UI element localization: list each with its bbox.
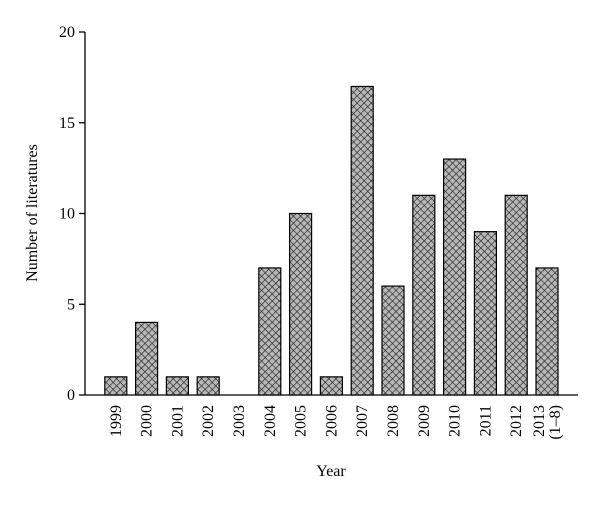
x-tick-label: 2000 [139,405,156,437]
y-tick-label: 10 [59,206,75,223]
x-tick-label: 2003 [231,405,248,437]
x-tick-label: 2013(1–8) [531,405,564,440]
bar [535,267,559,396]
y-axis-title: Number of literatures [24,144,41,282]
bar [289,212,313,396]
y-tick-label: 5 [67,296,75,313]
bar [381,285,405,396]
bar [350,85,374,396]
y-tick-label: 0 [67,387,75,404]
bar [319,376,343,396]
x-tick-label: 2002 [200,405,217,437]
bar [135,321,159,396]
x-tick-label: 2005 [293,405,310,437]
x-tick-label: 2007 [354,405,371,437]
bar [504,194,528,396]
x-tick-label: 2004 [262,405,279,437]
x-tick-label: 1999 [108,405,125,437]
bar [473,231,497,396]
bar [165,376,189,396]
x-tick-label: 2006 [323,405,340,437]
y-tick-label: 20 [59,24,75,41]
x-tick-label: 2009 [416,405,433,437]
x-tick-label: 2008 [385,405,402,437]
x-tick-label: 2012 [508,405,525,437]
bar [258,267,282,396]
x-tick-label: 2011 [477,405,494,436]
bar [412,194,436,396]
x-tick-label: 2010 [447,405,464,437]
bar [104,376,128,396]
x-axis-title: Year [316,463,346,480]
bar [443,158,467,396]
x-tick-label: 2001 [169,405,186,437]
bar [196,376,220,396]
y-tick-label: 15 [59,115,75,132]
